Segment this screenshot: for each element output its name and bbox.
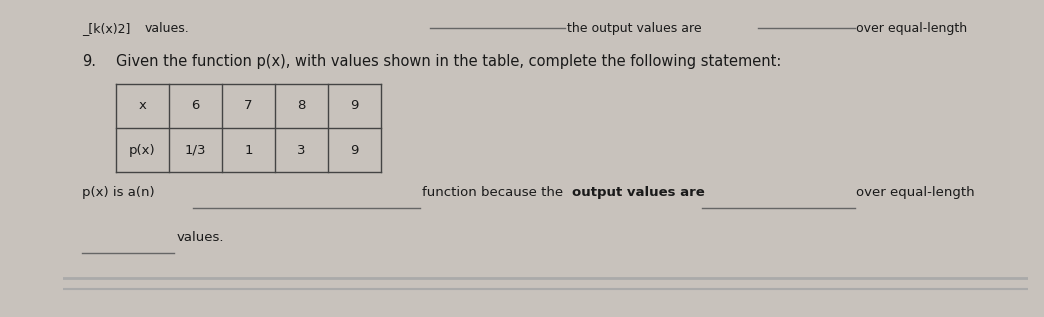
Text: Given the function p(x), with values shown in the table, complete the following : Given the function p(x), with values sho… xyxy=(116,54,781,69)
Text: 9: 9 xyxy=(351,99,359,112)
Text: 9: 9 xyxy=(351,144,359,157)
Text: over equal-length: over equal-length xyxy=(856,185,975,199)
Text: 9.: 9. xyxy=(81,54,96,69)
Text: output values are: output values are xyxy=(571,185,705,199)
Text: 3: 3 xyxy=(298,144,306,157)
Text: p(x): p(x) xyxy=(129,144,156,157)
Text: 1: 1 xyxy=(244,144,253,157)
Text: values.: values. xyxy=(176,231,224,244)
Text: p(x) is a(n): p(x) is a(n) xyxy=(81,185,155,199)
Text: values.: values. xyxy=(145,22,189,36)
Text: over equal-length: over equal-length xyxy=(856,22,968,36)
Text: 6: 6 xyxy=(191,99,199,112)
Text: _[k(x)2]: _[k(x)2] xyxy=(81,22,130,36)
Text: 7: 7 xyxy=(244,99,253,112)
Text: the output values are: the output values are xyxy=(567,22,702,36)
Text: x: x xyxy=(139,99,146,112)
Text: 8: 8 xyxy=(298,99,306,112)
Text: function because the: function because the xyxy=(422,185,567,199)
Text: 1/3: 1/3 xyxy=(185,144,206,157)
